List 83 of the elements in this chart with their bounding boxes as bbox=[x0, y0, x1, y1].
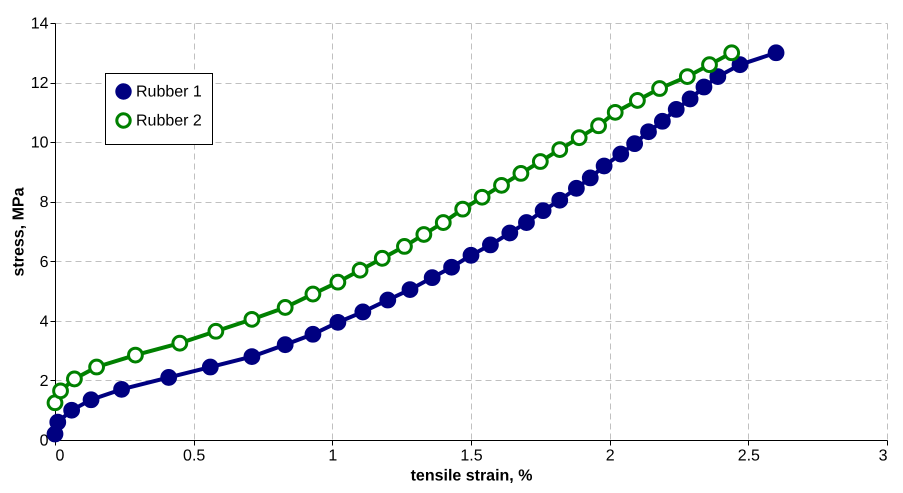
point bbox=[668, 101, 685, 118]
point bbox=[501, 224, 518, 242]
y-tick-label: 8 bbox=[40, 194, 49, 212]
point bbox=[709, 68, 726, 85]
point bbox=[474, 188, 490, 206]
point bbox=[63, 402, 80, 419]
point bbox=[244, 348, 260, 365]
y-tick-label: 0 bbox=[40, 432, 49, 450]
legend-label: Rubber 1 bbox=[136, 84, 202, 100]
x-tick-label: 0 bbox=[56, 448, 64, 464]
point bbox=[46, 394, 64, 412]
point bbox=[207, 322, 224, 340]
point bbox=[678, 68, 696, 85]
x-tick-label: 2 bbox=[606, 448, 615, 464]
point bbox=[354, 304, 372, 320]
point bbox=[532, 153, 549, 170]
point bbox=[568, 180, 585, 197]
point bbox=[160, 369, 178, 386]
point bbox=[424, 269, 441, 286]
point bbox=[304, 326, 322, 343]
point bbox=[582, 170, 599, 186]
point bbox=[82, 391, 100, 408]
point bbox=[570, 129, 588, 146]
point bbox=[396, 238, 413, 255]
point bbox=[612, 146, 630, 162]
y-tick-label: 10 bbox=[30, 134, 49, 152]
y-tick-label: 6 bbox=[40, 254, 49, 271]
point bbox=[640, 123, 657, 140]
x-axis-title: tensile strain, % bbox=[410, 468, 532, 484]
point bbox=[596, 158, 613, 174]
point bbox=[701, 56, 718, 74]
x-tick-label: 0.5 bbox=[183, 448, 206, 464]
point bbox=[276, 336, 294, 354]
point bbox=[276, 299, 294, 316]
point bbox=[454, 200, 472, 218]
y-axis-title: stress, MPa bbox=[10, 187, 28, 276]
point bbox=[654, 112, 671, 130]
point bbox=[329, 314, 346, 331]
point bbox=[66, 370, 83, 388]
y-tick-label: 4 bbox=[40, 313, 49, 330]
point bbox=[304, 286, 322, 302]
point bbox=[518, 214, 535, 231]
point bbox=[551, 141, 568, 158]
x-tick-label: 3 bbox=[878, 448, 888, 464]
point bbox=[606, 104, 624, 121]
point bbox=[682, 90, 698, 108]
point bbox=[723, 44, 740, 62]
point bbox=[534, 202, 552, 220]
point bbox=[171, 334, 188, 352]
point bbox=[49, 414, 66, 431]
point bbox=[88, 358, 105, 376]
x-tick-label: 1.5 bbox=[460, 448, 483, 464]
point bbox=[352, 262, 368, 279]
point bbox=[415, 226, 432, 243]
point bbox=[768, 44, 784, 62]
point bbox=[696, 78, 712, 96]
x-tick-label: 1 bbox=[328, 448, 338, 464]
point bbox=[626, 135, 644, 152]
x-tick-label: 2.5 bbox=[738, 448, 760, 464]
point bbox=[732, 56, 748, 74]
point bbox=[512, 165, 530, 182]
point bbox=[443, 258, 460, 276]
point bbox=[52, 382, 69, 400]
point bbox=[482, 236, 499, 254]
point bbox=[374, 250, 391, 267]
legend-label: Rubber 2 bbox=[136, 112, 202, 130]
point bbox=[462, 246, 480, 264]
y-tick-label: 14 bbox=[30, 16, 49, 32]
y-tick-label: 12 bbox=[30, 75, 49, 92]
point bbox=[113, 380, 130, 398]
point bbox=[651, 80, 668, 97]
point bbox=[329, 274, 346, 291]
point bbox=[434, 214, 452, 231]
point bbox=[590, 117, 607, 134]
point bbox=[551, 192, 568, 209]
point bbox=[202, 358, 219, 376]
point bbox=[402, 281, 418, 298]
point bbox=[629, 92, 646, 109]
y-tick-label: 2 bbox=[40, 372, 49, 390]
point bbox=[127, 346, 144, 364]
point bbox=[493, 176, 510, 194]
point bbox=[244, 310, 260, 328]
point bbox=[379, 292, 396, 308]
